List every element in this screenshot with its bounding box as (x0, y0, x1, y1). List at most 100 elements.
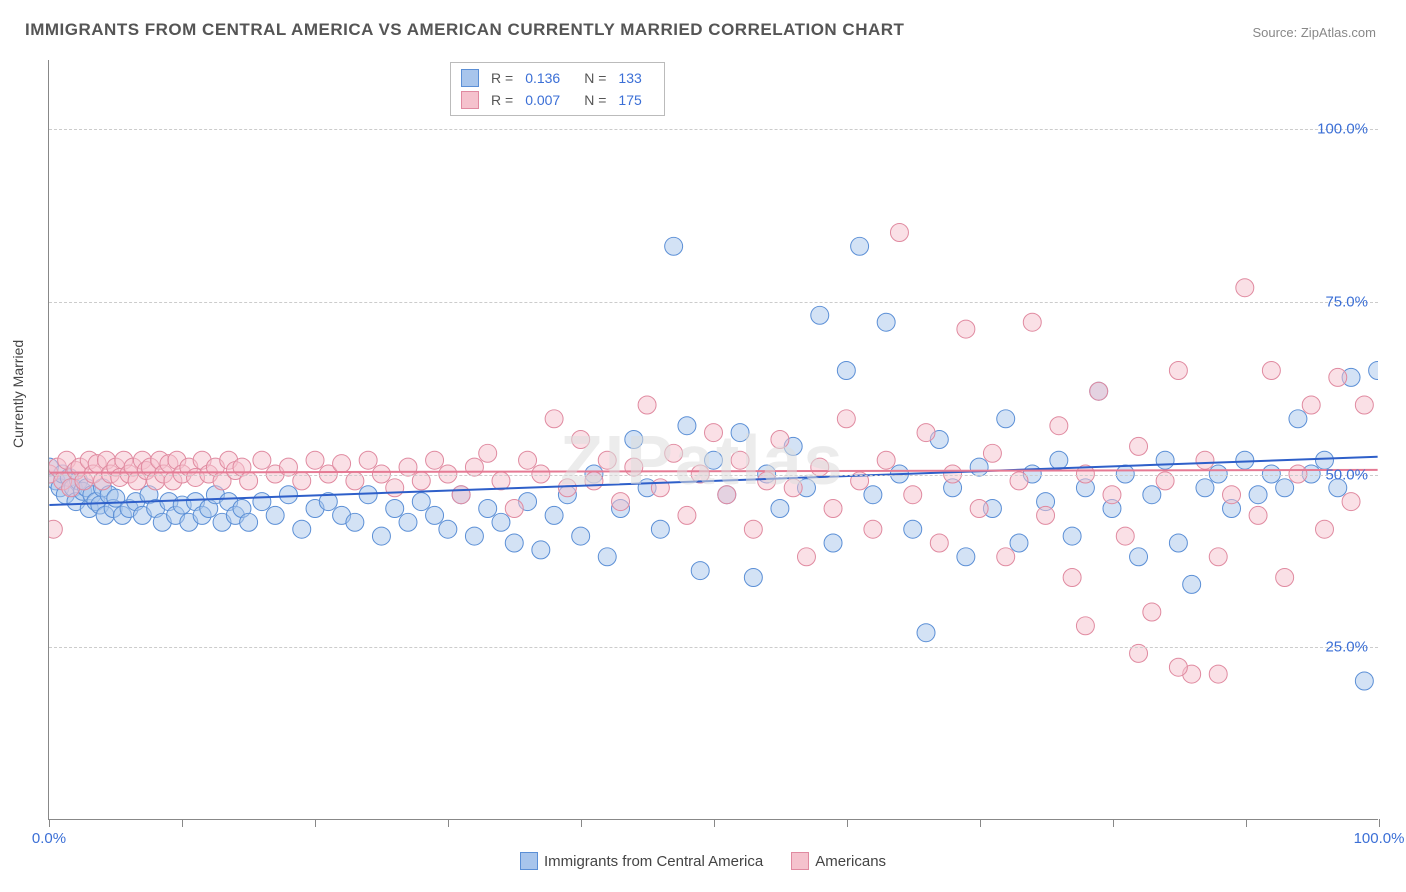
scatter-point (49, 520, 62, 538)
correlation-legend: R =0.136N =133R =0.007N =175 (450, 62, 665, 116)
scatter-point (1276, 479, 1294, 497)
scatter-point (1063, 569, 1081, 587)
y-tick-label: 75.0% (1325, 293, 1368, 310)
x-tick (847, 819, 848, 827)
scatter-point (598, 548, 616, 566)
y-axis-label: Currently Married (10, 340, 26, 448)
scatter-point (1130, 548, 1148, 566)
scatter-point (240, 513, 258, 531)
scatter-point (824, 500, 842, 518)
scatter-point (359, 486, 377, 504)
scatter-point (1355, 672, 1373, 690)
legend-item: Immigrants from Central America (520, 852, 763, 870)
scatter-point (811, 458, 829, 476)
scatter-point (439, 520, 457, 538)
y-tick-label: 100.0% (1317, 121, 1368, 138)
scatter-point (333, 455, 351, 473)
legend-item: Americans (791, 852, 886, 870)
scatter-point (1169, 534, 1187, 552)
scatter-point (904, 520, 922, 538)
scatter-point (771, 431, 789, 449)
scatter-point (917, 424, 935, 442)
y-tick-label: 50.0% (1325, 466, 1368, 483)
scatter-point (1249, 506, 1267, 524)
scatter-point (1183, 575, 1201, 593)
scatter-point (718, 486, 736, 504)
scatter-point (744, 520, 762, 538)
scatter-point (399, 513, 417, 531)
scatter-plot-area: 25.0%50.0%75.0%100.0%0.0%100.0% (48, 60, 1378, 820)
scatter-point (625, 458, 643, 476)
scatter-point (572, 527, 590, 545)
scatter-point (545, 506, 563, 524)
scatter-point (505, 500, 523, 518)
scatter-point (837, 362, 855, 380)
x-tick-label: 0.0% (32, 830, 66, 847)
scatter-point (293, 520, 311, 538)
r-label: R = (491, 92, 513, 108)
scatter-point (426, 506, 444, 524)
scatter-point (1130, 437, 1148, 455)
scatter-point (1355, 396, 1373, 414)
scatter-point (678, 417, 696, 435)
scatter-point (1037, 506, 1055, 524)
scatter-point (1249, 486, 1267, 504)
scatter-point (1143, 486, 1161, 504)
scatter-point (253, 493, 271, 511)
x-tick (980, 819, 981, 827)
scatter-point (372, 527, 390, 545)
scatter-point (771, 500, 789, 518)
scatter-point (851, 237, 869, 255)
scatter-point (797, 548, 815, 566)
gridline (49, 302, 1378, 303)
gridline (49, 647, 1378, 648)
scatter-point (519, 451, 537, 469)
legend-row: R =0.136N =133 (461, 67, 654, 89)
scatter-point (864, 520, 882, 538)
scatter-point (426, 451, 444, 469)
scatter-point (1236, 279, 1254, 297)
chart-title: IMMIGRANTS FROM CENTRAL AMERICA VS AMERI… (25, 20, 904, 40)
scatter-point (359, 451, 377, 469)
scatter-point (279, 486, 297, 504)
x-tick (714, 819, 715, 827)
scatter-point (279, 458, 297, 476)
gridline (49, 475, 1378, 476)
scatter-point (665, 237, 683, 255)
scatter-point (505, 534, 523, 552)
scatter-point (1302, 396, 1320, 414)
r-value: 0.007 (525, 92, 560, 108)
scatter-point (1276, 569, 1294, 587)
scatter-point (1316, 520, 1334, 538)
scatter-point (1116, 527, 1134, 545)
scatter-point (1156, 451, 1174, 469)
scatter-point (1010, 534, 1028, 552)
legend-swatch (461, 91, 479, 109)
scatter-point (1050, 451, 1068, 469)
scatter-point (1329, 368, 1347, 386)
legend-swatch (520, 852, 538, 870)
scatter-point (532, 541, 550, 559)
scatter-point (864, 486, 882, 504)
n-label: N = (584, 70, 606, 86)
scatter-point (957, 320, 975, 338)
x-tick (448, 819, 449, 827)
scatter-point (731, 451, 749, 469)
scatter-point (970, 500, 988, 518)
scatter-point (1023, 313, 1041, 331)
x-tick (315, 819, 316, 827)
scatter-svg (49, 60, 1378, 819)
scatter-point (691, 562, 709, 580)
scatter-point (306, 451, 324, 469)
x-tick (1246, 819, 1247, 827)
scatter-point (1342, 493, 1360, 511)
scatter-point (253, 451, 271, 469)
scatter-point (399, 458, 417, 476)
r-value: 0.136 (525, 70, 560, 86)
scatter-point (811, 306, 829, 324)
scatter-point (386, 479, 404, 497)
source-label: Source: (1252, 25, 1300, 40)
scatter-point (638, 396, 656, 414)
scatter-point (612, 493, 630, 511)
scatter-point (1103, 486, 1121, 504)
